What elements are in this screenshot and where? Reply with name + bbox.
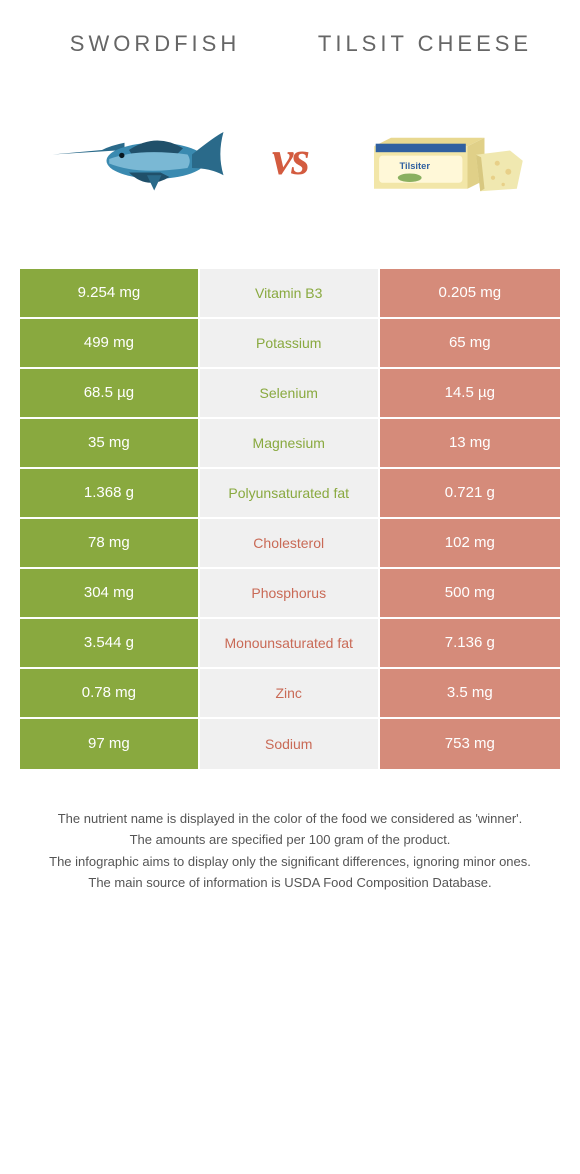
right-value: 0.205 mg: [380, 269, 560, 317]
footer-line: The infographic aims to display only the…: [30, 852, 550, 872]
table-row: 499 mgPotassium65 mg: [20, 319, 560, 369]
swordfish-image: [36, 84, 241, 234]
left-value: 78 mg: [20, 519, 200, 567]
table-row: 304 mgPhosphorus500 mg: [20, 569, 560, 619]
nutrient-name: Monounsaturated fat: [200, 619, 380, 667]
nutrient-name: Magnesium: [200, 419, 380, 467]
nutrient-name: Polyunsaturated fat: [200, 469, 380, 517]
nutrient-name: Vitamin B3: [200, 269, 380, 317]
right-value: 7.136 g: [380, 619, 560, 667]
nutrient-name: Sodium: [200, 719, 380, 769]
table-row: 1.368 gPolyunsaturated fat0.721 g: [20, 469, 560, 519]
right-value: 0.721 g: [380, 469, 560, 517]
left-value: 3.544 g: [20, 619, 200, 667]
right-value: 753 mg: [380, 719, 560, 769]
nutrient-table: 9.254 mgVitamin B30.205 mg499 mgPotassiu…: [20, 269, 560, 769]
left-value: 97 mg: [20, 719, 200, 769]
swordfish-icon: [48, 99, 228, 219]
left-value: 35 mg: [20, 419, 200, 467]
right-value: 500 mg: [380, 569, 560, 617]
table-row: 35 mgMagnesium13 mg: [20, 419, 560, 469]
left-food-title: Swordfish: [34, 30, 277, 59]
nutrient-name: Potassium: [200, 319, 380, 367]
footer-line: The nutrient name is displayed in the co…: [30, 809, 550, 829]
nutrient-name: Phosphorus: [200, 569, 380, 617]
images-row: vs Tilsiter: [0, 69, 580, 269]
vs-label: vs: [272, 131, 308, 186]
cheese-icon: Tilsiter: [357, 99, 527, 219]
right-food-title: Tilsit cheese: [304, 30, 547, 59]
right-value: 14.5 µg: [380, 369, 560, 417]
nutrient-name: Selenium: [200, 369, 380, 417]
left-value: 499 mg: [20, 319, 200, 367]
nutrient-name: Cholesterol: [200, 519, 380, 567]
right-value: 65 mg: [380, 319, 560, 367]
left-value: 68.5 µg: [20, 369, 200, 417]
header: Swordfish Tilsit cheese: [0, 0, 580, 69]
table-row: 78 mgCholesterol102 mg: [20, 519, 560, 569]
table-row: 0.78 mgZinc3.5 mg: [20, 669, 560, 719]
footer-line: The main source of information is USDA F…: [30, 873, 550, 893]
svg-text:Tilsiter: Tilsiter: [399, 161, 430, 171]
right-value: 13 mg: [380, 419, 560, 467]
cheese-image: Tilsiter: [339, 84, 544, 234]
table-row: 3.544 gMonounsaturated fat7.136 g: [20, 619, 560, 669]
left-value: 0.78 mg: [20, 669, 200, 717]
right-value: 102 mg: [380, 519, 560, 567]
table-row: 68.5 µgSelenium14.5 µg: [20, 369, 560, 419]
footer-line: The amounts are specified per 100 gram o…: [30, 830, 550, 850]
right-value: 3.5 mg: [380, 669, 560, 717]
footer-notes: The nutrient name is displayed in the co…: [0, 769, 580, 893]
nutrient-name: Zinc: [200, 669, 380, 717]
left-value: 304 mg: [20, 569, 200, 617]
table-row: 97 mgSodium753 mg: [20, 719, 560, 769]
left-value: 9.254 mg: [20, 269, 200, 317]
table-row: 9.254 mgVitamin B30.205 mg: [20, 269, 560, 319]
left-value: 1.368 g: [20, 469, 200, 517]
